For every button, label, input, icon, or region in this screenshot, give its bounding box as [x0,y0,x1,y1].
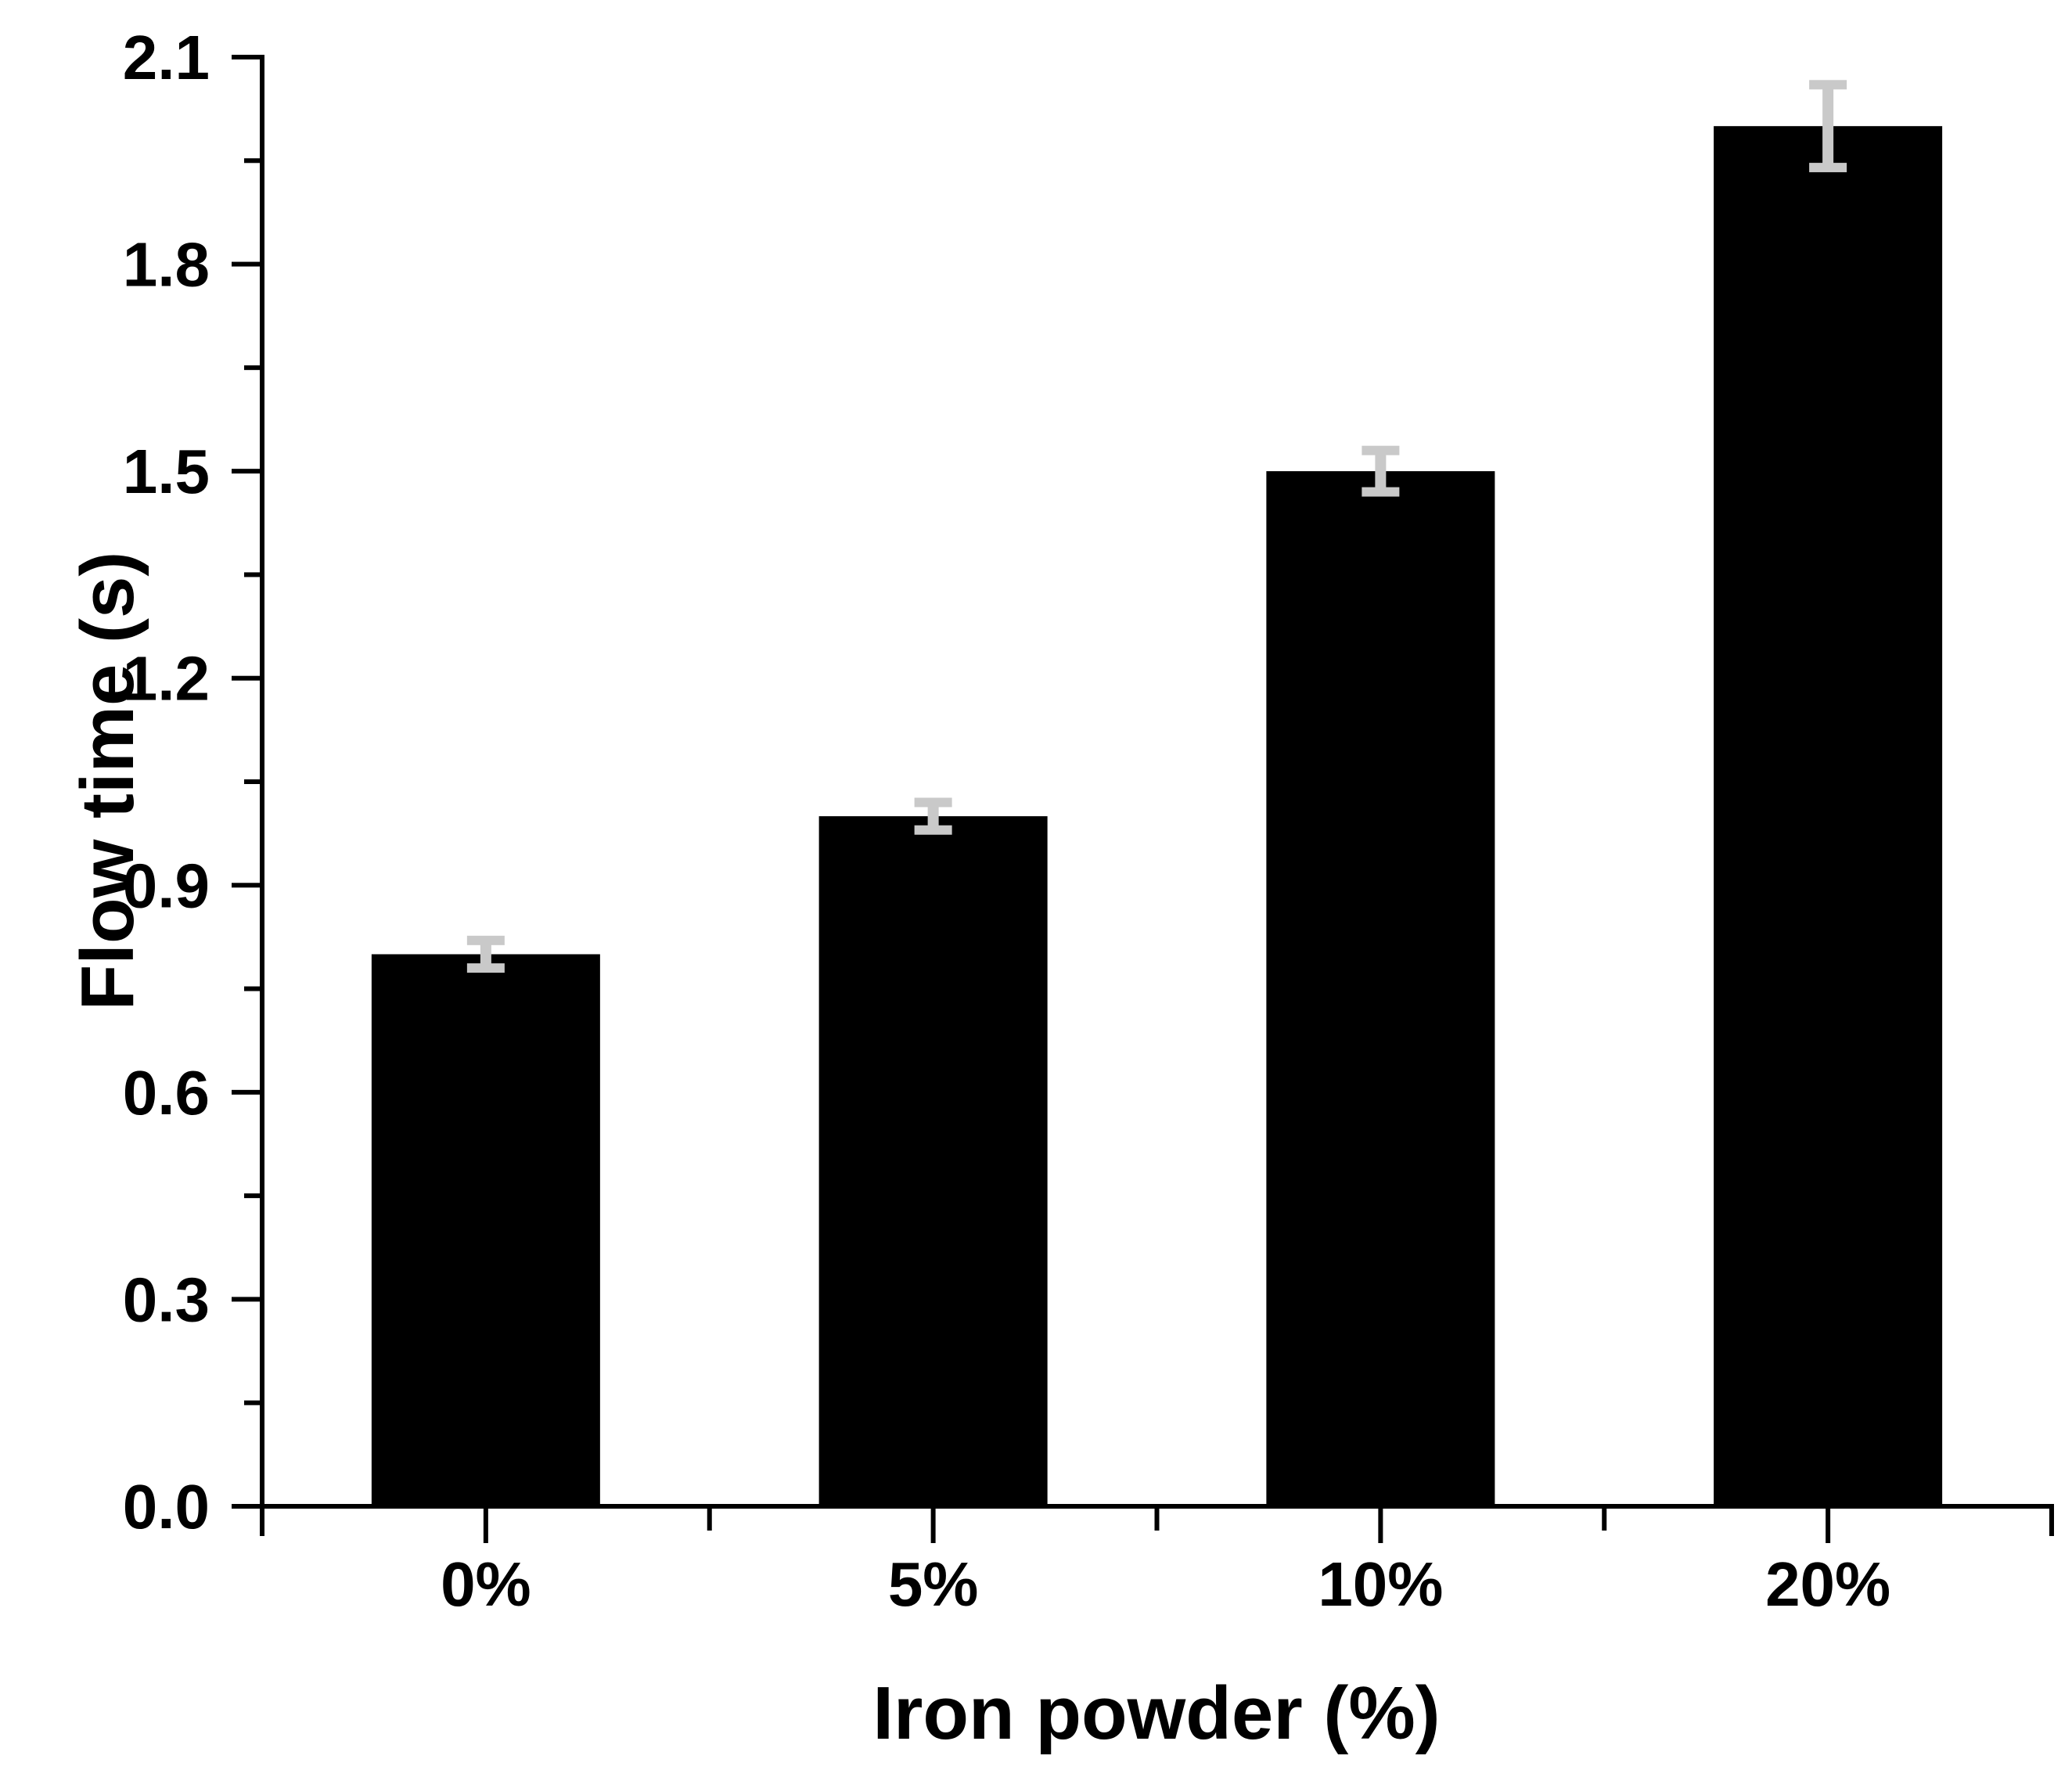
x-minor-tick [1154,1509,1160,1531]
error-bar-stem-20% [1822,85,1834,168]
y-minor-tick [244,986,260,991]
y-minor-tick [244,779,260,784]
x-tick-label-0%: 0% [441,1549,531,1619]
y-tick-label-0.3: 0.3 [123,1265,210,1334]
x-major-tick-20% [1826,1509,1831,1543]
bar-5% [818,816,1048,1509]
y-major-tick-1.5 [232,469,260,474]
y-tick-label-1.2: 1.2 [123,644,210,714]
error-bar-top-cap-20% [1809,80,1847,90]
y-minor-tick [244,365,260,370]
y-axis-line [260,55,264,1536]
y-tick-label-0.0: 0.0 [123,1472,210,1542]
y-minor-tick [244,1400,260,1405]
y-major-tick-2.1 [232,55,260,59]
y-major-tick-1.2 [232,675,260,681]
bar-0% [371,954,600,1509]
y-minor-tick [244,158,260,164]
x-minor-tick [1602,1509,1607,1531]
error-bar-stem-10% [1375,450,1387,492]
y-minor-tick [244,572,260,577]
y-tick-label-1.8: 1.8 [123,230,210,300]
y-major-tick-0.6 [232,1089,260,1095]
x-major-tick-10% [1378,1509,1383,1543]
x-major-tick-0% [483,1509,488,1543]
y-major-tick-0.9 [232,883,260,888]
y-major-tick-0.0 [232,1504,260,1509]
error-bar-stem-0% [480,940,491,969]
x-axis-title: Iron powder (%) [872,1671,1441,1755]
y-tick-label-2.1: 2.1 [123,23,210,92]
error-bar-bottom-cap-5% [914,825,952,835]
x-tick-label-20%: 20% [1765,1549,1890,1619]
y-tick-label-0.9: 0.9 [123,851,210,920]
error-bar-top-cap-0% [466,935,505,945]
x-axis-end-tick [2049,1504,2054,1536]
x-axis-line [260,1504,2054,1509]
x-tick-label-5%: 5% [888,1549,979,1619]
x-tick-label-10%: 10% [1318,1549,1443,1619]
y-tick-label-1.5: 1.5 [123,437,210,506]
y-axis-title: Flow time (s) [66,551,149,1011]
y-minor-tick [244,1193,260,1199]
error-bar-bottom-cap-20% [1809,163,1847,173]
bar-10% [1266,471,1495,1509]
error-bar-top-cap-5% [914,797,952,808]
error-bar-stem-5% [927,802,939,830]
x-minor-tick [707,1509,712,1531]
bar-20% [1714,126,1943,1509]
y-major-tick-1.8 [232,261,260,267]
x-major-tick-5% [930,1509,936,1543]
y-major-tick-0.3 [232,1297,260,1302]
error-bar-bottom-cap-10% [1362,487,1400,497]
error-bar-top-cap-10% [1362,445,1400,455]
y-tick-label-0.6: 0.6 [123,1058,210,1128]
error-bar-bottom-cap-0% [466,963,505,973]
